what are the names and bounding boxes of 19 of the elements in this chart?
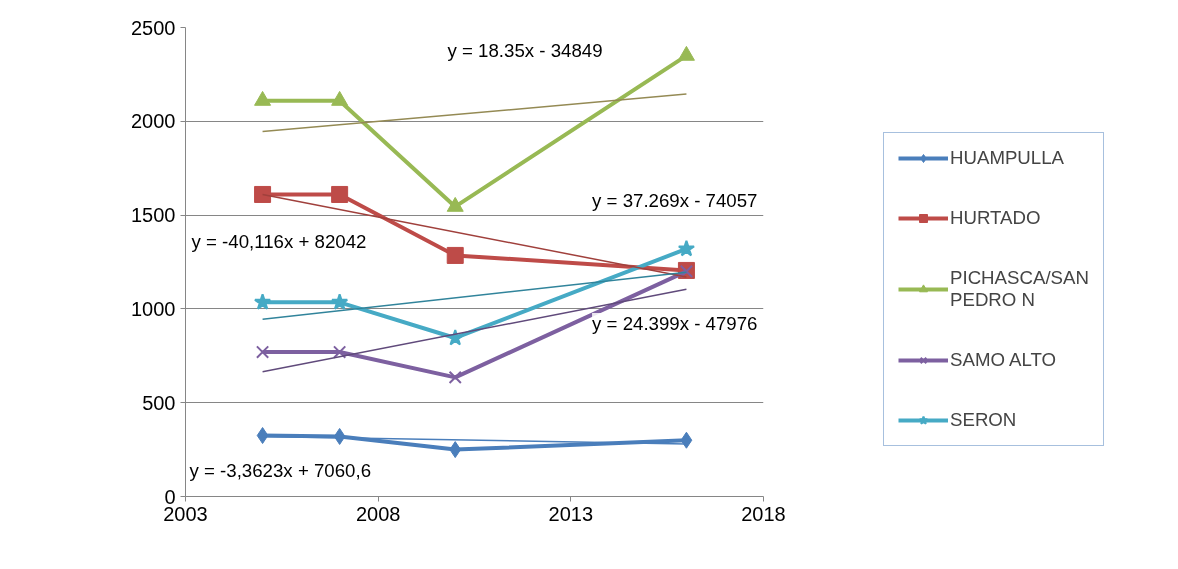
annotation: y = -3,3623x + 7060,6	[189, 460, 372, 481]
legend-label: PICHASCA/SAN PEDRO N	[950, 267, 1089, 311]
legend-label: HUAMPULLA	[950, 147, 1065, 169]
legend-label: SERON	[950, 409, 1017, 431]
x-tick-label: 2008	[355, 502, 401, 525]
legend-label: SAMO ALTO	[950, 349, 1057, 371]
annotation: y = 24.399x - 47976	[592, 313, 758, 334]
x-tick-label: 2018	[741, 502, 786, 525]
annotation: y = -40,116x + 82042	[191, 231, 367, 252]
y-tick-label: 2500	[131, 16, 176, 39]
annotation: y = 18.35x - 34849	[447, 40, 603, 61]
annotation: y = 37.269x - 74057	[592, 190, 758, 211]
y-tick-label: 0	[164, 485, 176, 508]
legend-label: HURTADO	[950, 207, 1041, 229]
x-tick-label: 2013	[548, 502, 594, 525]
y-tick-label: 1500	[131, 204, 176, 227]
y-tick-label: 500	[142, 391, 176, 414]
y-tick-label: 2000	[131, 110, 176, 133]
y-tick-label: 1000	[131, 297, 176, 320]
